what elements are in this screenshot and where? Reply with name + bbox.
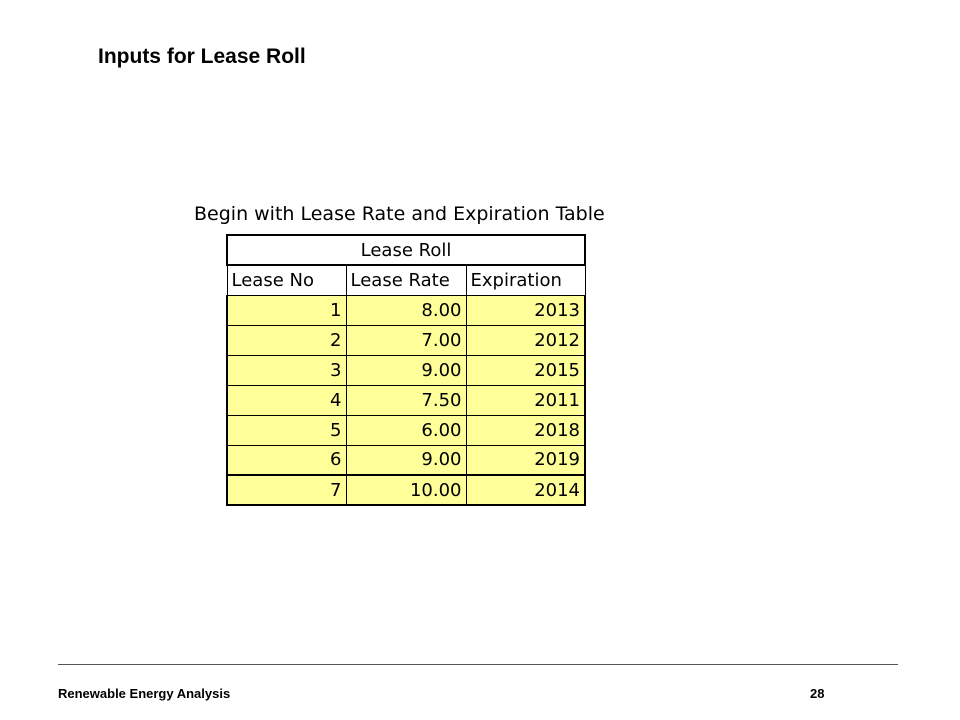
lease-no-cell[interactable]: 4 (226, 384, 347, 416)
expiration-cell[interactable]: 2019 (465, 444, 586, 476)
expiration-cell[interactable]: 2013 (465, 294, 586, 326)
slide-title: Inputs for Lease Roll (98, 45, 306, 68)
lease-roll-table: Lease Roll Lease No Lease Rate Expiratio… (226, 234, 586, 506)
expiration-cell[interactable]: 2014 (465, 474, 586, 506)
page-number: 28 (810, 686, 825, 701)
table-row: 1 8.00 2013 (226, 294, 586, 326)
table-row: 3 9.00 2015 (226, 354, 586, 386)
table-row: 6 9.00 2019 (226, 444, 586, 476)
table-caption: Begin with Lease Rate and Expiration Tab… (194, 203, 605, 225)
table-row: 2 7.00 2012 (226, 324, 586, 356)
lease-no-cell[interactable]: 7 (226, 474, 347, 506)
footer-title: Renewable Energy Analysis (58, 686, 231, 701)
lease-rate-cell[interactable]: 7.00 (345, 324, 467, 356)
lease-rate-cell[interactable]: 9.00 (345, 444, 467, 476)
column-header-lease-no: Lease No (226, 264, 347, 296)
column-header-lease-rate: Lease Rate (345, 264, 467, 296)
lease-no-cell[interactable]: 2 (226, 324, 347, 356)
expiration-cell[interactable]: 2018 (465, 414, 586, 446)
lease-rate-cell[interactable]: 9.00 (345, 354, 467, 386)
lease-no-cell[interactable]: 3 (226, 354, 347, 386)
lease-no-cell[interactable]: 1 (226, 294, 347, 326)
lease-no-cell[interactable]: 6 (226, 444, 347, 476)
table-title: Lease Roll (226, 234, 586, 266)
footer-divider (58, 664, 898, 665)
table-row: 7 10.00 2014 (226, 474, 586, 506)
lease-no-cell[interactable]: 5 (226, 414, 347, 446)
table-row: 4 7.50 2011 (226, 384, 586, 416)
lease-rate-cell[interactable]: 8.00 (345, 294, 467, 326)
lease-rate-cell[interactable]: 10.00 (345, 474, 467, 506)
expiration-cell[interactable]: 2011 (465, 384, 586, 416)
column-header-expiration: Expiration (465, 264, 586, 296)
lease-rate-cell[interactable]: 7.50 (345, 384, 467, 416)
expiration-cell[interactable]: 2012 (465, 324, 586, 356)
expiration-cell[interactable]: 2015 (465, 354, 586, 386)
table-row: 5 6.00 2018 (226, 414, 586, 446)
lease-rate-cell[interactable]: 6.00 (345, 414, 467, 446)
